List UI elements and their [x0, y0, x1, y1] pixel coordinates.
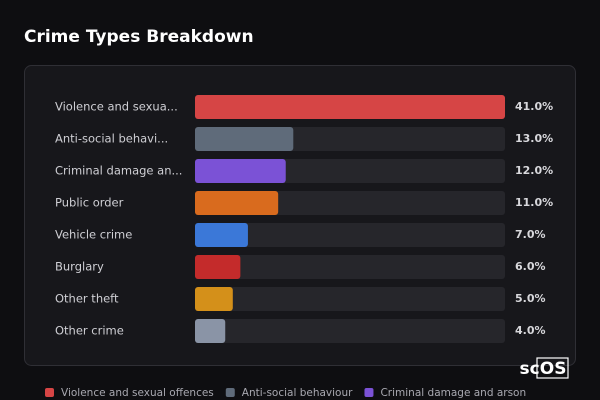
category-label: Burglary: [55, 260, 104, 274]
bar-track: [195, 319, 505, 343]
legend-label: Anti-social behaviour: [242, 387, 353, 399]
value-label: 6.0%: [515, 260, 546, 273]
watermark: scOS: [520, 359, 567, 379]
bar: [195, 95, 505, 119]
category-label: Anti-social behavi...: [55, 132, 168, 146]
bar-track: [195, 255, 505, 279]
legend-label: Violence and sexual offences: [61, 387, 214, 399]
bar: [195, 159, 286, 183]
value-label: 4.0%: [515, 324, 546, 337]
bar: [195, 287, 233, 311]
bar-track: [195, 223, 505, 247]
category-label: Public order: [55, 196, 124, 210]
value-label: 12.0%: [515, 164, 553, 177]
value-label: 41.0%: [515, 100, 553, 113]
value-label: 7.0%: [515, 228, 546, 241]
category-label: Criminal damage an...: [55, 164, 182, 178]
category-label: Violence and sexua...: [55, 100, 178, 114]
category-label: Vehicle crime: [55, 228, 132, 242]
bar: [195, 191, 279, 215]
legend-label: Criminal damage and arson: [380, 387, 526, 399]
value-label: 11.0%: [515, 196, 553, 209]
chart-title: Crime Types Breakdown: [24, 27, 254, 47]
bar: [195, 223, 248, 247]
category-label: Other theft: [55, 292, 119, 306]
value-label: 5.0%: [515, 292, 546, 305]
legend-swatch: [225, 388, 235, 397]
legend-swatch: [364, 388, 374, 397]
value-label: 13.0%: [515, 132, 553, 145]
bar: [195, 319, 226, 343]
watermark-box: [536, 357, 569, 379]
legend-swatch: [45, 388, 54, 397]
category-label: Other crime: [55, 324, 124, 338]
bar-track: [195, 287, 505, 311]
bar: [195, 255, 241, 279]
bar: [195, 127, 294, 151]
